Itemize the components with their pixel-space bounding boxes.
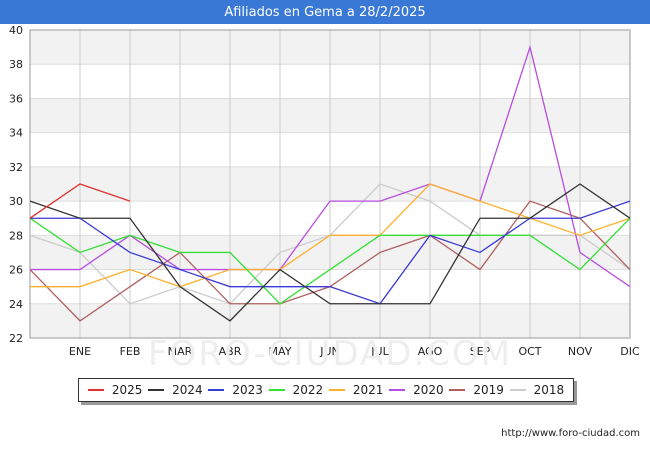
watermark: FORO-CIUDAD.COM <box>148 334 512 374</box>
legend-label: 2025 <box>111 383 143 397</box>
line-chart: 22 24 26 28 30 32 34 36 38 40 ENE FEB MAR ABR MAY JUN JU… <box>9 24 640 374</box>
x-tick-label: SEP <box>470 345 491 358</box>
series-line-2025 <box>29 183 131 219</box>
x-tick-label: MAY <box>269 345 292 358</box>
y-tick-label: 28 <box>9 229 23 242</box>
plot-frame <box>29 29 631 339</box>
legend-item-2021: 2021 <box>328 383 384 397</box>
x-tick-label: MAR <box>168 345 193 358</box>
legend-label: 2024 <box>172 383 203 397</box>
y-tick-label: 40 <box>9 24 23 37</box>
chart-title: Afiliados en Gema a 28/2/2025 <box>0 0 650 24</box>
legend-item-2025: 2025 <box>87 383 143 397</box>
chart-legend: 2025 2024 2023 2022 2021 2020 2019 2018 <box>78 378 574 402</box>
legend-item-2024: 2024 <box>148 383 203 397</box>
y-tick-label: 30 <box>9 195 23 208</box>
y-tick-label: 38 <box>9 58 23 71</box>
x-tick-label: FEB <box>120 345 141 358</box>
legend-item-2023: 2023 <box>208 383 263 397</box>
x-tick-label: AGO <box>418 345 443 358</box>
source-credit: http://www.foro-ciudad.com <box>501 428 640 439</box>
legend-label: 2019 <box>473 383 504 397</box>
y-tick-label: 22 <box>9 332 23 345</box>
legend-item-2019: 2019 <box>449 383 504 397</box>
legend-label: 2023 <box>232 383 263 397</box>
legend-label: 2022 <box>292 383 324 397</box>
legend-label: 2020 <box>413 383 444 397</box>
x-tick-label: OCT <box>518 345 541 358</box>
y-tick-label: 24 <box>9 298 23 311</box>
x-tick-label: DIC <box>620 345 640 358</box>
legend-item-2018: 2018 <box>509 383 565 397</box>
series-line-2022 <box>29 217 631 305</box>
y-tick-label: 34 <box>9 127 23 140</box>
legend-item-2022: 2022 <box>268 383 324 397</box>
x-tick-label: NOV <box>568 345 593 358</box>
legend-swatch <box>148 389 165 391</box>
y-tick-label: 26 <box>9 264 23 277</box>
legend-item-2020: 2020 <box>389 383 444 397</box>
y-tick-label: 36 <box>9 92 23 105</box>
legend-swatch <box>389 389 406 391</box>
legend-swatch <box>268 389 285 391</box>
legend-label: 2018 <box>533 383 565 397</box>
y-tick-label: 32 <box>9 161 23 174</box>
legend-swatch <box>208 389 225 391</box>
legend-swatch <box>328 389 345 391</box>
x-tick-label: ABR <box>219 345 242 358</box>
x-tick-label: ENE <box>69 345 91 358</box>
x-tick-label: JUN <box>319 345 340 358</box>
series-line-2024 <box>29 183 631 322</box>
x-tick-label: JUL <box>370 345 389 358</box>
legend-label: 2021 <box>352 383 384 397</box>
legend-swatch <box>87 389 104 391</box>
legend-swatch <box>449 389 466 391</box>
legend-swatch <box>509 389 526 391</box>
